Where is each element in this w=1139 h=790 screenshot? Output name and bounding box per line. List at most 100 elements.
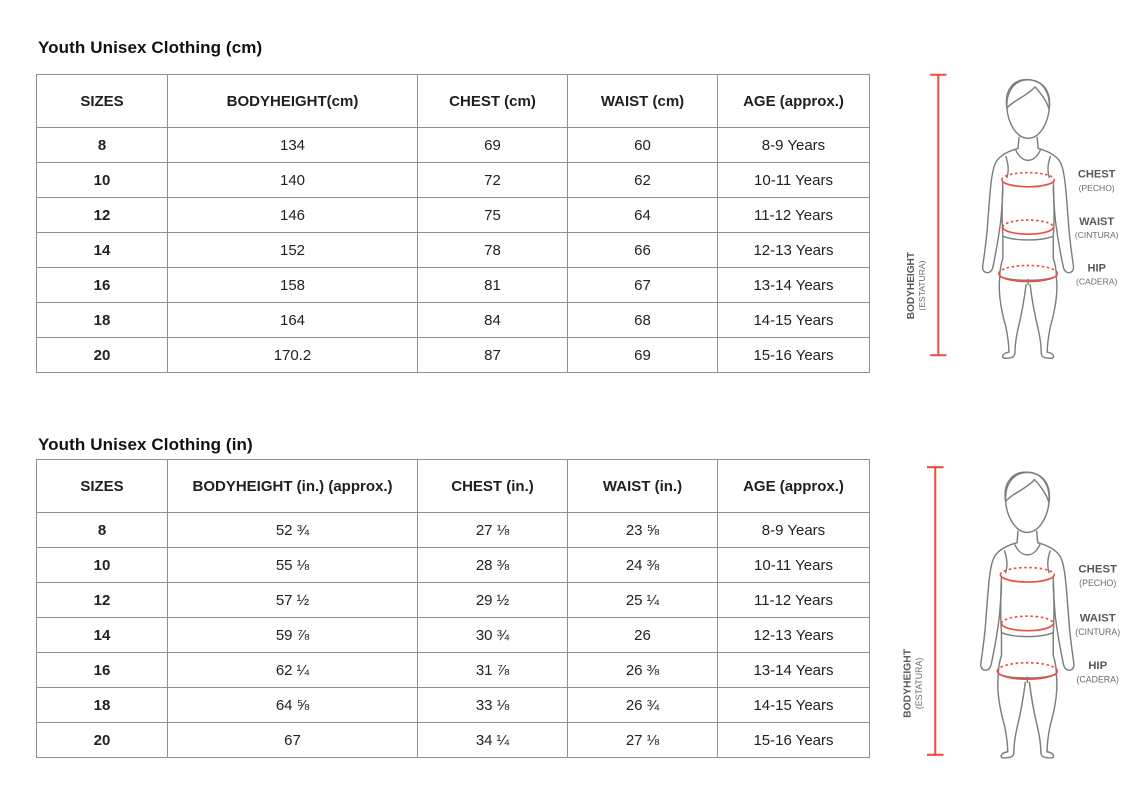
section-title-cm: Youth Unisex Clothing (cm): [38, 38, 263, 58]
waist-sublabel: (CINTURA): [1075, 230, 1119, 240]
size-cell: 20: [36, 722, 168, 758]
column-header: SIZES: [36, 459, 168, 513]
size-cell: 10: [36, 547, 168, 583]
waist-cell: 27 ⅛: [567, 722, 718, 758]
size-cell: 14: [36, 232, 168, 268]
bodyheight-label: BODYHEIGHT: [906, 251, 917, 319]
age-cell: 15-16 Years: [717, 337, 870, 373]
table-row: 12 57 ½ 29 ½ 25 ¼ 11-12 Years: [36, 582, 870, 618]
waist-cell: 68: [567, 302, 718, 338]
column-header: CHEST (in.): [417, 459, 568, 513]
measurement-ellipses: [996, 566, 1059, 681]
column-header: CHEST (cm): [417, 74, 568, 128]
size-table-in: SIZES BODYHEIGHT (in.) (approx.) CHEST (in…: [36, 459, 870, 758]
chest-cell: 29 ½: [417, 582, 568, 618]
waist-cell: 25 ¼: [567, 582, 718, 618]
table-header-row: SIZES BODYHEIGHT (in.) (approx.) CHEST (in…: [36, 459, 870, 513]
column-header: BODYHEIGHT(cm): [167, 74, 418, 128]
bodyheight-sublabel: (ESTATURA): [917, 260, 927, 310]
column-header: AGE (approx.): [717, 74, 870, 128]
age-cell: 10-11 Years: [717, 547, 870, 583]
chest-cell: 75: [417, 197, 568, 233]
chest-cell: 31 ⅞: [417, 652, 568, 688]
table-row: 16 62 ¼ 31 ⅞ 26 ⅜ 13-14 Years: [36, 652, 870, 688]
table-row: 12 146 75 64 11-12 Years: [36, 197, 870, 233]
bodyheight-cell: 55 ⅛: [167, 547, 418, 583]
bodyheight-cell: 164: [167, 302, 418, 338]
bodyheight-arrow-icon: [926, 466, 944, 756]
size-cell: 14: [36, 617, 168, 653]
column-header: WAIST (in.): [567, 459, 718, 513]
body-outline: [981, 79, 1075, 359]
waist-sublabel: (CINTURA): [1075, 627, 1120, 637]
size-cell: 12: [36, 197, 168, 233]
measurement-figure-in: CHEST (PECHO) WAIST (CINTURA) HIP (CADER…: [898, 450, 1136, 772]
waist-cell: 23 ⅝: [567, 512, 718, 548]
age-cell: 8-9 Years: [717, 512, 870, 548]
age-cell: 11-12 Years: [717, 582, 870, 618]
waist-cell: 26 ⅜: [567, 652, 718, 688]
table-row: 10 140 72 62 10-11 Years: [36, 162, 870, 198]
age-cell: 10-11 Years: [717, 162, 870, 198]
waist-cell: 66: [567, 232, 718, 268]
waist-cell: 67: [567, 267, 718, 303]
table-row: 8 134 69 60 8-9 Years: [36, 127, 870, 163]
chest-cell: 30 ¾: [417, 617, 568, 653]
table-row: 20 170.2 87 69 15-16 Years: [36, 337, 870, 373]
bodyheight-cell: 134: [167, 127, 418, 163]
chest-label: CHEST: [1078, 564, 1117, 576]
bodyheight-arrow-icon: [930, 73, 947, 357]
bodyheight-cell: 146: [167, 197, 418, 233]
age-cell: 14-15 Years: [717, 687, 870, 723]
table-row: 18 64 ⅝ 33 ⅛ 26 ¾ 14-15 Years: [36, 687, 870, 723]
chest-cell: 87: [417, 337, 568, 373]
bodyheight-label: BODYHEIGHT: [902, 648, 913, 718]
chest-cell: 84: [417, 302, 568, 338]
bodyheight-cell: 140: [167, 162, 418, 198]
chest-label: CHEST: [1078, 169, 1116, 181]
section-title-in: Youth Unisex Clothing (in): [38, 435, 253, 455]
age-cell: 15-16 Years: [717, 722, 870, 758]
age-cell: 8-9 Years: [717, 127, 870, 163]
table-row: 8 52 ¾ 27 ⅛ 23 ⅝ 8-9 Years: [36, 512, 870, 548]
bodyheight-cell: 158: [167, 267, 418, 303]
hip-label: HIP: [1088, 660, 1107, 672]
bodyheight-sublabel: (ESTATURA): [914, 658, 924, 709]
column-header: BODYHEIGHT (in.) (approx.): [167, 459, 418, 513]
size-cell: 20: [36, 337, 168, 373]
size-cell: 10: [36, 162, 168, 198]
table-row: 14 152 78 66 12-13 Years: [36, 232, 870, 268]
body-figure-icon: CHEST (PECHO) WAIST (CINTURA) HIP (CADER…: [906, 73, 1119, 359]
hip-sublabel: (CADERA): [1076, 277, 1118, 287]
waist-label: WAIST: [1079, 216, 1114, 228]
size-cell: 16: [36, 267, 168, 303]
bodyheight-cell: 57 ½: [167, 582, 418, 618]
chest-cell: 69: [417, 127, 568, 163]
chest-cell: 81: [417, 267, 568, 303]
hip-label: HIP: [1087, 262, 1106, 274]
body-outline: [980, 471, 1075, 759]
bodyheight-cell: 64 ⅝: [167, 687, 418, 723]
chest-cell: 27 ⅛: [417, 512, 568, 548]
age-cell: 14-15 Years: [717, 302, 870, 338]
waist-cell: 64: [567, 197, 718, 233]
measurement-figure-cm: CHEST (PECHO) WAIST (CINTURA) HIP (CADER…: [902, 58, 1134, 372]
waist-cell: 62: [567, 162, 718, 198]
bodyheight-cell: 152: [167, 232, 418, 268]
hip-sublabel: (CADERA): [1076, 674, 1119, 684]
waist-cell: 60: [567, 127, 718, 163]
waist-cell: 26: [567, 617, 718, 653]
age-cell: 13-14 Years: [717, 652, 870, 688]
size-cell: 16: [36, 652, 168, 688]
table-header-row: SIZES BODYHEIGHT(cm) CHEST (cm) WAIST (cm) A…: [36, 74, 870, 128]
chest-cell: 78: [417, 232, 568, 268]
age-cell: 12-13 Years: [717, 232, 870, 268]
chest-cell: 72: [417, 162, 568, 198]
chest-sublabel: (PECHO): [1079, 183, 1115, 193]
age-cell: 11-12 Years: [717, 197, 870, 233]
waist-cell: 24 ⅜: [567, 547, 718, 583]
chest-cell: 34 ¼: [417, 722, 568, 758]
column-header: WAIST (cm): [567, 74, 718, 128]
bodyheight-cell: 67: [167, 722, 418, 758]
